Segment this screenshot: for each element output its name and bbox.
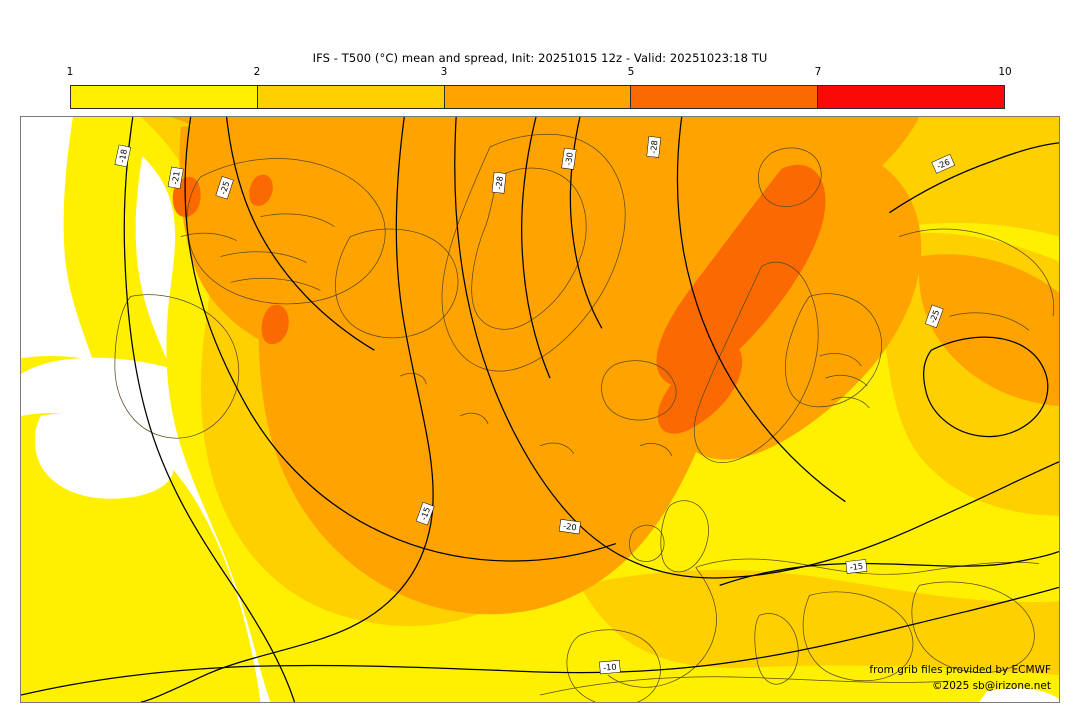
- colorbar-tick-2: 2: [253, 66, 261, 78]
- coastline-canada-arctic: [186, 158, 386, 305]
- page-title: IFS - T500 (°C) mean and spread, Init: 2…: [312, 51, 768, 65]
- contour-line--25-west: [225, 117, 375, 351]
- coastline-scandinavia: [693, 261, 819, 463]
- colorbar-gradient: [70, 85, 1005, 109]
- spread-below-1-atlantic: [34, 412, 174, 499]
- coastline-greenland: [441, 133, 626, 372]
- contour-label--26-barents: -26: [931, 153, 956, 174]
- spread-below-1-se: [979, 688, 1059, 702]
- svg-text:-10: -10: [603, 662, 617, 673]
- coastline-scandinavia-east: [785, 293, 882, 408]
- coastline-europe-main: [607, 558, 1040, 688]
- contour-line--18-west: [123, 117, 296, 702]
- coastline-italy: [754, 613, 799, 685]
- contour-line--20-europe: [454, 117, 1059, 579]
- colorbar-tick-1: 1: [66, 66, 74, 78]
- contour-line--15-atlantic: [140, 117, 434, 702]
- spread-band-5-7-small2: [261, 304, 289, 345]
- colorbar-tick-7: 7: [814, 66, 822, 78]
- weather-map-svg: -18 -21 -25 -28 -30 -28: [21, 117, 1059, 702]
- contour-line--26-barents: [888, 142, 1059, 214]
- coastline-finland-lakes: [819, 353, 870, 409]
- coastline-iceland: [601, 360, 677, 421]
- coastline-black-sea: [911, 581, 1035, 673]
- colorbar-tick-3: 3: [440, 66, 448, 78]
- contour-line--28-greenland: [521, 117, 551, 379]
- spread-shading-layer: [21, 117, 1059, 702]
- spread-below-1-nw: [21, 117, 93, 361]
- contour-label--10-iberia: -10: [599, 660, 621, 675]
- contour-label--30-arctic: -30: [561, 147, 577, 170]
- colorbar: 1 2 3 5 7 10: [67, 66, 1012, 109]
- svg-text:-25: -25: [218, 180, 232, 196]
- contour-label--25-greenland-west: -25: [215, 176, 234, 200]
- svg-text:-28: -28: [648, 140, 659, 154]
- colorbar-segment-3-5: [443, 86, 631, 108]
- coastline-labrador: [114, 294, 240, 439]
- contour-line--28-svalbard: [676, 117, 846, 503]
- colorbar-segment-7-10: [817, 86, 1004, 108]
- coastline-north-africa: [539, 676, 950, 696]
- coastline-layer: [114, 133, 1055, 702]
- contour-label--20-western-europe: -20: [558, 519, 581, 535]
- spread-band-2-3-south: [579, 569, 1059, 676]
- coastline-greenland-inner: [471, 167, 587, 330]
- colorbar-segment-5-7: [630, 86, 818, 108]
- map-canvas: -18 -21 -25 -28 -30 -28: [20, 116, 1060, 703]
- contour-line--25-russia: [923, 336, 1049, 438]
- credit-copyright: ©2025 sb@irizone.net: [932, 680, 1051, 692]
- svg-text:-15: -15: [418, 506, 432, 522]
- spread-band-3-5-ne: [918, 254, 1059, 407]
- colorbar-tick-10: 10: [998, 66, 1012, 78]
- svg-text:-25: -25: [927, 308, 941, 324]
- contour-line--15-eeurope: [719, 550, 1059, 586]
- svg-text:-28: -28: [493, 176, 504, 190]
- contour-label--18-west: -18: [114, 144, 132, 168]
- coastline-svalbard: [757, 147, 822, 208]
- contour-label--21-labrador: -21: [167, 166, 184, 189]
- coastline-iberia: [566, 629, 661, 702]
- svg-text:-15: -15: [849, 561, 863, 572]
- svg-text:-26: -26: [935, 157, 951, 172]
- svg-text:-18: -18: [117, 148, 130, 163]
- coastline-misc-islands: [400, 373, 673, 456]
- contour-line--21: [184, 117, 617, 562]
- colorbar-segment-2-3: [256, 86, 444, 108]
- contour-label--28-greenland-north: -28: [491, 171, 507, 194]
- spread-band-5-7-small3: [249, 174, 273, 206]
- spread-band-5-7-norway: [657, 341, 743, 434]
- coastline-britain: [660, 500, 709, 573]
- coastline-russia-north: [899, 228, 1055, 331]
- svg-text:-30: -30: [563, 152, 575, 167]
- contour-label--15-atlantic-south: -15: [415, 501, 435, 526]
- contour-layer: [21, 117, 1059, 702]
- contour-label--15-eastern-europe: -15: [845, 559, 868, 574]
- coastline-balkans: [802, 591, 914, 682]
- coastline-canada-islands: [180, 213, 335, 291]
- contour-label--28-svalbard-north: -28: [646, 136, 662, 158]
- contour-line--10-south: [21, 586, 1059, 696]
- coastline-ireland: [629, 524, 665, 562]
- colorbar-tick-5: 5: [627, 66, 635, 78]
- contour-label-layer: -18 -21 -25 -28 -30 -28: [114, 136, 956, 675]
- spread-band-5-7-scandinavia: [656, 164, 826, 386]
- svg-text:-20: -20: [563, 521, 578, 533]
- svg-text:-21: -21: [170, 170, 182, 185]
- colorbar-segment-1-2: [71, 86, 257, 108]
- contour-label--25-russia-north: -25: [924, 304, 944, 329]
- coastline-baffin: [335, 228, 459, 339]
- credit-source: from grib files provided by ECMWF: [869, 664, 1051, 676]
